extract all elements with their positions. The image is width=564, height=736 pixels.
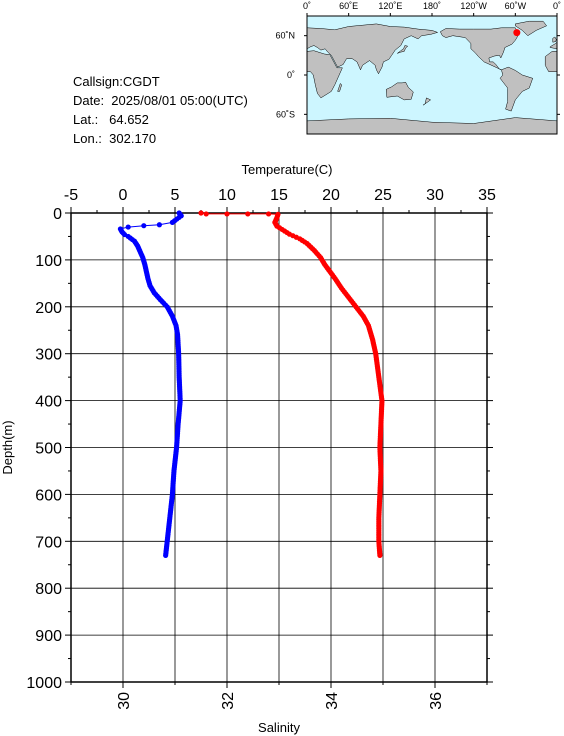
map-lon-label: 0˚ <box>303 1 311 11</box>
top-tick-label: 15 <box>270 187 288 204</box>
data-point <box>377 552 383 558</box>
map-land-new-zealand <box>422 97 432 106</box>
longitude-text: Lon.: 302.170 <box>73 131 157 146</box>
map-land-europe-asia <box>306 23 439 75</box>
map-land-uk <box>552 36 557 43</box>
top-tick-label: 25 <box>374 187 392 204</box>
data-point <box>203 211 209 217</box>
map-lon-label: 60˚E <box>339 1 358 11</box>
salinity-axis-title: Salinity <box>258 720 300 735</box>
y-tick-label: 100 <box>35 253 62 270</box>
top-tick-label: 10 <box>218 187 236 204</box>
map-lon-label: 120˚E <box>378 1 402 11</box>
top-tick-label: 35 <box>478 187 496 204</box>
top-tick-label: -5 <box>64 187 78 204</box>
map-land-north-america <box>439 27 520 71</box>
map-land-madagascar <box>337 83 342 92</box>
data-point <box>156 222 162 228</box>
y-tick-label: 600 <box>35 487 62 504</box>
map-land-greenland <box>515 20 547 37</box>
top-tick-label: 20 <box>322 187 340 204</box>
map-land-africa-west <box>544 51 558 72</box>
map-land-south-america <box>499 66 534 112</box>
y-tick-label: 0 <box>53 206 62 223</box>
y-tick-label: 1000 <box>26 675 62 692</box>
bottom-tick-label: 30 <box>116 692 133 710</box>
y-tick-label: 500 <box>35 441 62 458</box>
data-point <box>163 552 169 558</box>
station-marker <box>513 29 521 37</box>
temperature-axis-title: Temperature(C) <box>241 162 332 177</box>
y-tick-label: 800 <box>35 581 62 598</box>
top-tick-label: 0 <box>119 187 128 204</box>
bottom-tick-label: 32 <box>220 692 237 710</box>
map-lat-label: 60˚S <box>276 109 295 119</box>
callsign-text: Callsign:CGDT <box>73 74 160 89</box>
map-land-africa <box>306 50 343 99</box>
depth-axis-title: Depth(m) <box>0 420 15 474</box>
map-lat-label: 0˚ <box>287 70 295 80</box>
map-group: 0˚ 60˚E 120˚E 180˚ 120˚W 60˚W 0˚ 60˚N 0˚ 60˚S <box>275 1 561 135</box>
data-point <box>125 224 131 230</box>
map-lon-label: 0˚ <box>553 1 561 11</box>
y-tick-label: 300 <box>35 347 62 364</box>
date-text: Date: 2025/08/01 05:00(UTC) <box>73 93 248 108</box>
y-tick-label: 900 <box>35 628 62 645</box>
top-tick-label: 30 <box>426 187 444 204</box>
map-lon-label: 180˚ <box>423 1 441 11</box>
data-point <box>198 210 204 216</box>
data-point <box>224 211 230 217</box>
latitude-text: Lat.: 64.652 <box>73 112 149 127</box>
series-line-1 <box>200 212 383 556</box>
map-land-japan <box>397 45 409 54</box>
map-land-australia <box>385 81 414 101</box>
data-point <box>266 211 272 217</box>
station-info: Callsign:CGDT Date: 2025/08/01 05:00(UTC… <box>73 72 248 148</box>
bottom-tick-label: 36 <box>428 692 445 710</box>
data-point <box>169 219 175 225</box>
map-lon-label: 60˚W <box>505 1 527 11</box>
map-lat-label: 60˚N <box>275 31 295 41</box>
bottom-tick-label: 34 <box>324 692 341 710</box>
y-tick-label: 400 <box>35 394 62 411</box>
data-point <box>141 223 147 229</box>
data-point <box>245 211 251 217</box>
y-tick-label: 200 <box>35 300 62 317</box>
y-tick-label: 700 <box>35 534 62 551</box>
top-tick-label: 5 <box>171 187 180 204</box>
map-lon-label: 120˚W <box>460 1 487 11</box>
